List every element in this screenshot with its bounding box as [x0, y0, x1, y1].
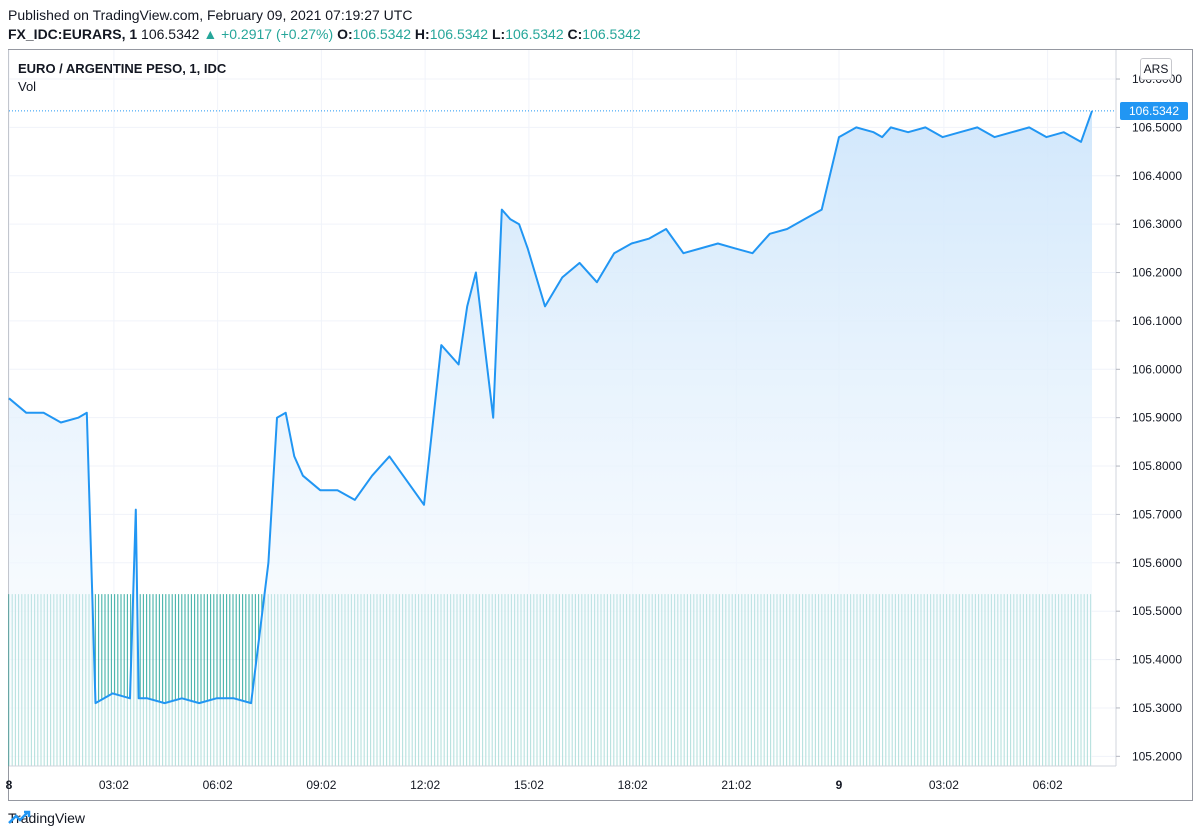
last-price: 106.5342: [141, 26, 200, 42]
high-label: H:: [414, 26, 430, 42]
legend-volume[interactable]: Vol: [18, 79, 37, 94]
x-tick-label: 8: [6, 778, 13, 792]
change-arrow-icon: ▲: [203, 26, 218, 42]
currency-badge[interactable]: ARS: [1140, 58, 1172, 80]
y-tick-label: 105.4000: [1132, 653, 1182, 667]
y-tick-label: 106.1000: [1132, 314, 1182, 328]
high-value: 106.5342: [429, 26, 489, 42]
y-tick-label: 105.9000: [1132, 411, 1182, 425]
close-label: C:: [567, 26, 583, 42]
y-tick-label: 105.3000: [1132, 701, 1182, 715]
price-series: [8, 110, 1116, 705]
last-price-label: 106.5342: [1120, 101, 1188, 120]
x-tick-label: 03:02: [99, 778, 129, 792]
symbol-ohlc-bar: FX_IDC:EURARS, 1 106.5342 ▲ +0.2917 (+0.…: [8, 26, 641, 42]
x-tick-label: 03:02: [929, 778, 959, 792]
y-tick-label: 105.6000: [1132, 556, 1182, 570]
time-axis[interactable]: 8 03:02 06:02 09:02 12:02 15:02 18:02 21:02 9 03:…: [6, 765, 1116, 792]
low-label: L:: [492, 26, 506, 42]
y-tick-label: 105.5000: [1132, 604, 1182, 618]
legend-title[interactable]: EURO / ARGENTINE PESO, 1, IDC: [18, 61, 227, 76]
x-tick-label: 9: [836, 778, 843, 792]
y-tick-label: 105.8000: [1132, 459, 1182, 473]
tradingview-footer[interactable]: TradingView: [8, 810, 85, 826]
x-tick-label: 18:02: [618, 778, 648, 792]
y-tick-label: 106.0000: [1132, 362, 1182, 376]
price-change: +0.2917 (+0.27%): [221, 26, 334, 42]
x-tick-label: 06:02: [1033, 778, 1063, 792]
close-value: 106.5342: [582, 26, 641, 42]
low-value: 106.5342: [505, 26, 564, 42]
y-tick-label: 106.2000: [1132, 266, 1182, 280]
y-tick-label: 105.2000: [1132, 749, 1182, 763]
x-tick-label: 21:02: [721, 778, 751, 792]
price-area-fill: [9, 110, 1092, 766]
x-tick-label: 06:02: [203, 778, 233, 792]
price-axis[interactable]: 106.6000106.5000106.4000106.3000106.2000…: [1115, 50, 1182, 766]
published-note: Published on TradingView.com, February 0…: [8, 7, 413, 23]
price-area: [9, 110, 1092, 766]
symbol-name: FX_IDC:EURARS, 1: [8, 26, 138, 42]
y-tick-label: 106.3000: [1132, 217, 1182, 231]
x-tick-label: 15:02: [514, 778, 544, 792]
x-tick-label: 12:02: [410, 778, 440, 792]
y-tick-label: 106.5000: [1132, 120, 1182, 134]
open-label: O:: [337, 26, 353, 42]
y-tick-label: 105.7000: [1132, 507, 1182, 521]
y-tick-label: 106.4000: [1132, 169, 1182, 183]
tradingview-logo-icon: [8, 810, 31, 824]
x-tick-label: 09:02: [306, 778, 336, 792]
open-value: 106.5342: [352, 26, 412, 42]
